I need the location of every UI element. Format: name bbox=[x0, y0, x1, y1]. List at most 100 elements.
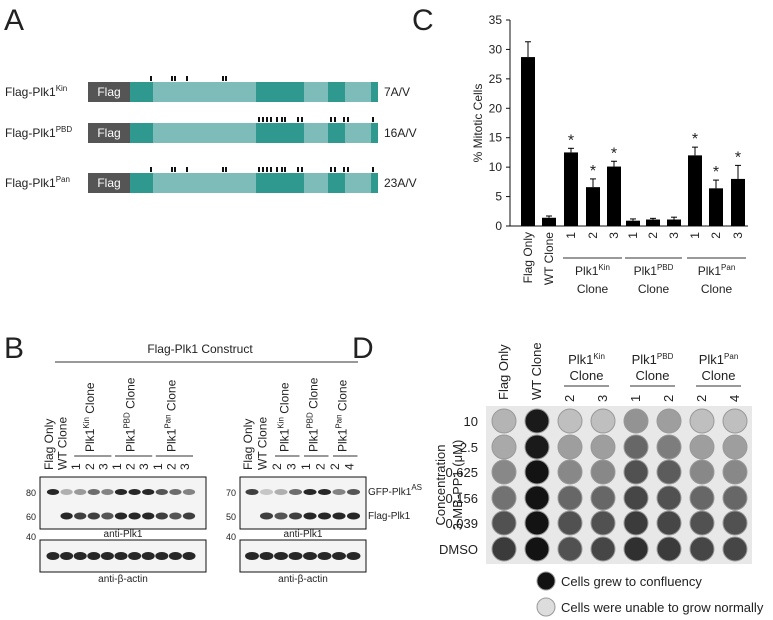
mutation-tick bbox=[222, 167, 224, 172]
well bbox=[656, 510, 682, 536]
protein-bar bbox=[130, 173, 378, 193]
y-tick-label: 35 bbox=[489, 13, 503, 27]
kinase-domain bbox=[371, 173, 378, 193]
mutation-tick bbox=[174, 76, 176, 81]
text-part: Plk1 bbox=[164, 428, 178, 452]
band bbox=[259, 512, 274, 520]
legend-swatch bbox=[536, 571, 556, 591]
mutation-tick bbox=[276, 167, 278, 172]
band bbox=[87, 512, 100, 520]
group-label: Plk1Pan Clone bbox=[334, 379, 349, 452]
y-tick-label: 10 bbox=[489, 160, 503, 174]
kinase-domain bbox=[328, 82, 345, 102]
well bbox=[524, 510, 550, 536]
band bbox=[60, 552, 74, 560]
text-part: Clone bbox=[277, 382, 291, 417]
x-tick-label: Flag Only bbox=[521, 232, 535, 283]
band bbox=[332, 489, 346, 495]
band bbox=[182, 552, 196, 560]
blot bbox=[39, 476, 207, 530]
mutation-tick bbox=[270, 167, 272, 172]
band bbox=[346, 489, 361, 495]
mutation-tick bbox=[297, 117, 299, 122]
mutation-tick bbox=[150, 167, 152, 172]
lane-number: 4 bbox=[343, 463, 357, 470]
band bbox=[317, 552, 332, 560]
band bbox=[114, 512, 128, 520]
bar bbox=[731, 178, 745, 226]
y-tick-label: 5 bbox=[495, 190, 502, 204]
band bbox=[46, 552, 60, 560]
mutation-tick bbox=[284, 167, 286, 172]
band bbox=[87, 552, 101, 560]
kinase-domain bbox=[130, 173, 153, 193]
x-tick-label: 2 bbox=[646, 232, 660, 239]
row-label: 0.039 bbox=[445, 516, 478, 531]
well bbox=[524, 434, 550, 460]
mutation-tick bbox=[330, 117, 332, 122]
text-part: Plk1 bbox=[575, 264, 599, 278]
lane-label: WT Clone bbox=[56, 417, 70, 470]
well bbox=[722, 459, 748, 485]
lane-number: 2 bbox=[164, 463, 178, 470]
mutation-tick bbox=[270, 117, 272, 122]
superscript: Pan bbox=[724, 352, 738, 361]
mutation-tick bbox=[297, 167, 299, 172]
well bbox=[590, 459, 616, 485]
bar bbox=[586, 187, 600, 226]
antibody-label: anti-β-actin bbox=[98, 574, 148, 585]
kinase-domain bbox=[256, 123, 304, 143]
row-label: 10 bbox=[464, 414, 478, 429]
legend-label: Cells grew to confluency bbox=[561, 574, 702, 589]
lane-number: 2 bbox=[661, 395, 676, 402]
band bbox=[74, 489, 87, 495]
band bbox=[101, 512, 114, 520]
band bbox=[169, 489, 182, 495]
well bbox=[491, 459, 517, 485]
text-part: Clone bbox=[306, 377, 320, 412]
band bbox=[317, 489, 332, 495]
lane-number: 2 bbox=[124, 463, 138, 470]
superscript: Pan bbox=[163, 414, 172, 428]
superscript: Pan bbox=[334, 414, 343, 428]
lane-number: 3 bbox=[96, 463, 110, 470]
mutation-tick bbox=[334, 167, 336, 172]
well bbox=[557, 459, 583, 485]
x-tick-label: 1 bbox=[626, 232, 640, 239]
band bbox=[128, 552, 142, 560]
flag-tag-box bbox=[88, 123, 130, 143]
mutation-tick bbox=[347, 167, 349, 172]
kinase-domain bbox=[328, 173, 345, 193]
mutation-tick bbox=[284, 117, 286, 122]
group-label: Plk1Pan Clone bbox=[163, 379, 178, 452]
y-tick-label: 15 bbox=[489, 131, 503, 145]
well bbox=[623, 408, 649, 434]
lane-number: 3 bbox=[285, 463, 299, 470]
group-label: Clone bbox=[570, 368, 604, 383]
superscript: Kin bbox=[56, 84, 68, 93]
text-part: Flag-Plk1 bbox=[5, 126, 56, 140]
bar bbox=[709, 188, 723, 226]
mutation-tick bbox=[262, 117, 264, 122]
lane-number: 2 bbox=[314, 463, 328, 470]
well bbox=[557, 408, 583, 434]
well bbox=[623, 434, 649, 460]
row-label: DMSO bbox=[439, 542, 478, 557]
group-label: Plk1PBD bbox=[634, 263, 674, 278]
well bbox=[623, 485, 649, 511]
band bbox=[245, 552, 259, 560]
significance: * bbox=[611, 145, 617, 162]
significance: * bbox=[692, 131, 698, 148]
significance: * bbox=[735, 149, 741, 166]
well bbox=[491, 536, 517, 562]
well bbox=[524, 459, 550, 485]
bar bbox=[626, 220, 640, 226]
well bbox=[524, 485, 550, 511]
mutation-tick bbox=[222, 76, 224, 81]
mutation-tick bbox=[186, 167, 188, 172]
band bbox=[274, 552, 288, 560]
text-part: Clone bbox=[124, 377, 138, 412]
antibody-label: anti-Plk1 bbox=[104, 529, 143, 540]
text-part: Flag-Plk1 bbox=[5, 85, 56, 99]
group-label: Plk1PBD bbox=[632, 352, 674, 367]
